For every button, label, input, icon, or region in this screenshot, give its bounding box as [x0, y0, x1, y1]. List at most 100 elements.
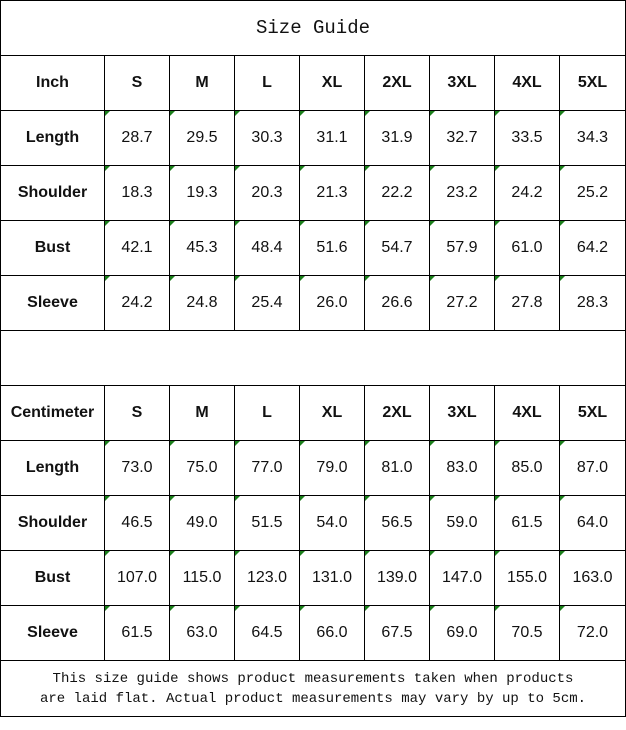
measurement-value: 31.1 [299, 110, 365, 166]
note-line-1: This size guide shows product measuremen… [52, 670, 574, 687]
measurement-value: 20.3 [234, 165, 300, 221]
measurement-value: 131.0 [299, 550, 365, 606]
measurement-value: 163.0 [559, 550, 626, 606]
measurement-label: Sleeve [0, 605, 105, 661]
measurement-label: Bust [0, 550, 105, 606]
measurement-value: 29.5 [169, 110, 235, 166]
measurement-value: 107.0 [104, 550, 170, 606]
table-row: Length 73.0 75.0 77.0 79.0 81.0 83.0 85.0 87.0 [0, 440, 626, 496]
measurement-value: 64.0 [559, 495, 626, 551]
size-header-4xl: 4XL [494, 55, 560, 111]
measurement-value: 45.3 [169, 220, 235, 276]
measurement-value: 49.0 [169, 495, 235, 551]
measurement-label: Sleeve [0, 275, 105, 331]
measurement-value: 57.9 [429, 220, 495, 276]
measurement-value: 72.0 [559, 605, 626, 661]
measurement-value: 28.3 [559, 275, 626, 331]
measurement-value: 26.6 [364, 275, 430, 331]
size-header-m: M [169, 385, 235, 441]
measurement-value: 59.0 [429, 495, 495, 551]
size-header-s: S [104, 55, 170, 111]
measurement-label: Bust [0, 220, 105, 276]
measurement-value: 56.5 [364, 495, 430, 551]
measurement-value: 83.0 [429, 440, 495, 496]
measurement-value: 42.1 [104, 220, 170, 276]
measurement-value: 66.0 [299, 605, 365, 661]
measurement-value: 24.8 [169, 275, 235, 331]
size-header-3xl: 3XL [429, 55, 495, 111]
measurement-value: 85.0 [494, 440, 560, 496]
inch-header-row: Inch S M L XL 2XL 3XL 4XL 5XL [0, 55, 626, 111]
measurement-label: Length [0, 440, 105, 496]
measurement-value: 25.2 [559, 165, 626, 221]
size-header-2xl: 2XL [364, 55, 430, 111]
measurement-value: 28.7 [104, 110, 170, 166]
measurement-value: 54.0 [299, 495, 365, 551]
size-header-2xl: 2XL [364, 385, 430, 441]
measurement-value: 24.2 [104, 275, 170, 331]
measurement-value: 79.0 [299, 440, 365, 496]
measurement-value: 33.5 [494, 110, 560, 166]
measurement-note: This size guide shows product measuremen… [0, 660, 626, 717]
table-row: Length 28.7 29.5 30.3 31.1 31.9 32.7 33.5 34.3 [0, 110, 626, 166]
measurement-value: 61.5 [494, 495, 560, 551]
size-header-l: L [234, 55, 300, 111]
measurement-value: 19.3 [169, 165, 235, 221]
measurement-value: 24.2 [494, 165, 560, 221]
measurement-value: 21.3 [299, 165, 365, 221]
measurement-value: 64.5 [234, 605, 300, 661]
measurement-value: 61.0 [494, 220, 560, 276]
size-header-m: M [169, 55, 235, 111]
measurement-value: 46.5 [104, 495, 170, 551]
measurement-value: 32.7 [429, 110, 495, 166]
measurement-value: 25.4 [234, 275, 300, 331]
spacer-row [0, 330, 626, 386]
measurement-value: 22.2 [364, 165, 430, 221]
table-title: Size Guide [0, 0, 626, 56]
size-header-l: L [234, 385, 300, 441]
size-header-4xl: 4XL [494, 385, 560, 441]
unit-label: Inch [0, 55, 105, 111]
measurement-label: Shoulder [0, 495, 105, 551]
measurement-value: 51.6 [299, 220, 365, 276]
measurement-value: 26.0 [299, 275, 365, 331]
table-row: Sleeve 61.5 63.0 64.5 66.0 67.5 69.0 70.5 72.0 [0, 605, 626, 661]
measurement-value: 48.4 [234, 220, 300, 276]
measurement-value: 123.0 [234, 550, 300, 606]
table-row: Bust 107.0 115.0 123.0 131.0 139.0 147.0 155.0 1… [0, 550, 626, 606]
measurement-value: 30.3 [234, 110, 300, 166]
size-header-s: S [104, 385, 170, 441]
measurement-label: Length [0, 110, 105, 166]
measurement-value: 73.0 [104, 440, 170, 496]
unit-label: Centimeter [0, 385, 105, 441]
measurement-value: 139.0 [364, 550, 430, 606]
measurement-value: 77.0 [234, 440, 300, 496]
measurement-value: 27.2 [429, 275, 495, 331]
measurement-value: 147.0 [429, 550, 495, 606]
measurement-value: 34.3 [559, 110, 626, 166]
size-header-5xl: 5XL [559, 55, 626, 111]
measurement-value: 70.5 [494, 605, 560, 661]
measurement-value: 69.0 [429, 605, 495, 661]
table-row: Shoulder 46.5 49.0 51.5 54.0 56.5 59.0 61.5 64.0 [0, 495, 626, 551]
measurement-value: 54.7 [364, 220, 430, 276]
measurement-value: 51.5 [234, 495, 300, 551]
measurement-value: 63.0 [169, 605, 235, 661]
centimeter-header-row: Centimeter S M L XL 2XL 3XL 4XL 5XL [0, 385, 626, 441]
measurement-value: 23.2 [429, 165, 495, 221]
measurement-value: 27.8 [494, 275, 560, 331]
note-line-2: are laid flat. Actual product measuremen… [39, 690, 587, 707]
measurement-value: 81.0 [364, 440, 430, 496]
measurement-value: 155.0 [494, 550, 560, 606]
measurement-value: 75.0 [169, 440, 235, 496]
table-row: Shoulder 18.3 19.3 20.3 21.3 22.2 23.2 24.2 25.2 [0, 165, 626, 221]
size-header-5xl: 5XL [559, 385, 626, 441]
measurement-value: 64.2 [559, 220, 626, 276]
table-row: Sleeve 24.2 24.8 25.4 26.0 26.6 27.2 27.8 28.3 [0, 275, 626, 331]
measurement-value: 31.9 [364, 110, 430, 166]
size-header-xl: XL [299, 55, 365, 111]
measurement-value: 115.0 [169, 550, 235, 606]
size-header-3xl: 3XL [429, 385, 495, 441]
table-row: Bust 42.1 45.3 48.4 51.6 54.7 57.9 61.0 64.2 [0, 220, 626, 276]
